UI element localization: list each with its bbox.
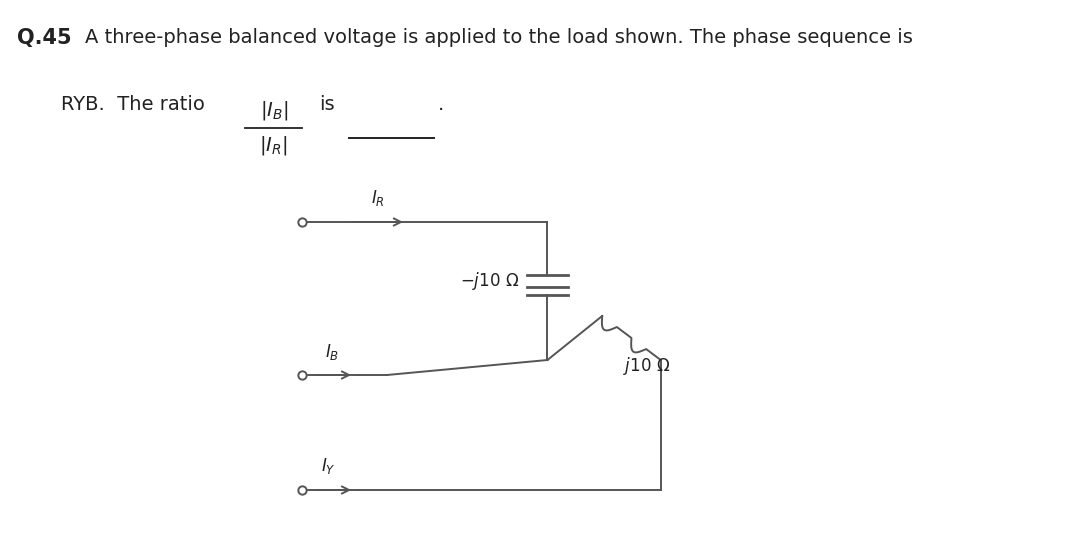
Text: is: is xyxy=(319,95,335,114)
Text: $|I_B|$: $|I_B|$ xyxy=(259,99,288,122)
Text: A three-phase balanced voltage is applied to the load shown. The phase sequence : A three-phase balanced voltage is applie… xyxy=(85,28,913,47)
Text: Q.45: Q.45 xyxy=(17,28,71,48)
Text: $-j10\ \Omega$: $-j10\ \Omega$ xyxy=(460,270,519,292)
Text: RYB.  The ratio: RYB. The ratio xyxy=(62,95,205,114)
Text: $I_R$: $I_R$ xyxy=(370,188,384,208)
Text: $I_Y$: $I_Y$ xyxy=(321,456,336,476)
Text: $j10\ \Omega$: $j10\ \Omega$ xyxy=(623,355,670,377)
Text: .: . xyxy=(438,95,444,114)
Text: $I_B$: $I_B$ xyxy=(325,342,339,362)
Text: $|I_R|$: $|I_R|$ xyxy=(259,134,288,157)
